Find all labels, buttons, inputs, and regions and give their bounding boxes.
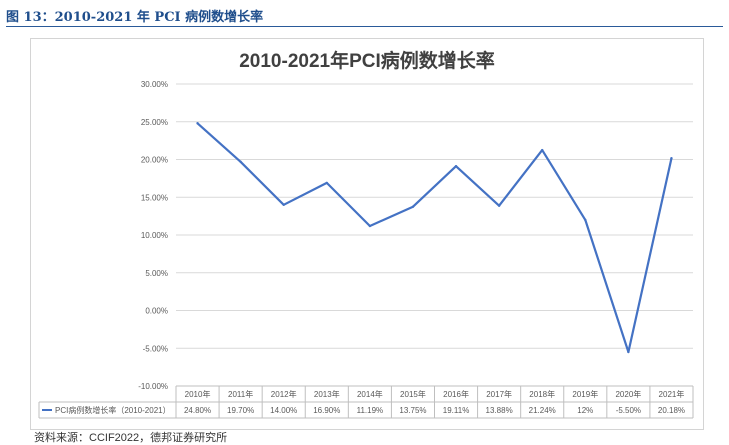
y-tick-label: 5.00% [145,269,168,278]
chart-frame: 2010-2021年PCI病例数增长率 -10.00% -5.00% 0.00% 5.… [30,38,704,430]
x-category-label: 2015年 [400,389,426,399]
data-point [627,350,630,354]
line-chart: 2010-2021年PCI病例数增长率 -10.00% -5.00% 0.00% 5.… [38,49,694,419]
series-line [196,122,673,354]
x-category-label: 2016年 [443,389,469,399]
y-tick-label: 15.00% [141,193,168,202]
y-tick-label: 0.00% [145,307,168,316]
data-point [454,165,458,168]
data-point [497,204,501,207]
data-label: 14.00% [270,406,297,415]
source-note: 资料来源：CCIF2022，德邦证券研究所 [34,432,228,444]
gridlines [176,83,693,387]
data-point [325,181,328,185]
data-label: 13.75% [399,406,426,415]
data-point [282,203,285,206]
data-label: 24.80% [184,406,211,415]
x-category-label: 2021年 [659,389,685,399]
x-category-label: 2013年 [314,389,340,399]
data-label: 16.90% [313,406,340,415]
data-label: 19.70% [227,406,254,415]
y-axis-ticks: -10.00% -5.00% 0.00% 5.00% 10.00% 15.00% 20.00… [138,80,168,391]
figure-caption: 图 13：2010-2021 年 PCI 病例数增长率 [6,10,264,25]
x-category-label: 2020年 [615,389,641,399]
caption-rule [6,26,723,27]
series-name: PCI病例数增长率（2010-2021） [55,405,171,415]
data-point [239,160,242,163]
series-line-layer [196,122,673,354]
data-label: -5.50% [616,406,641,415]
y-tick-label: 20.00% [141,156,168,165]
x-category-label: 2014年 [357,389,383,399]
data-label: 20.18% [658,406,685,415]
y-tick-label: 30.00% [141,80,168,89]
data-label: 13.88% [486,406,513,415]
data-label: 19.11% [443,406,470,415]
x-category-label: 2018年 [529,389,555,399]
chart-title: 2010-2021年PCI病例数增长率 [239,49,495,72]
data-point [368,224,372,228]
y-tick-label: -5.00% [143,344,168,353]
x-category-label: 2011年 [228,389,253,399]
data-point [670,156,673,160]
x-category-label: 2017年 [486,389,512,399]
data-point [584,218,587,222]
data-label: 11.19% [357,406,384,415]
data-label: 12% [577,406,593,415]
x-category-label: 2019年 [572,389,598,399]
y-tick-label: 10.00% [141,231,168,240]
x-category-label: 2012年 [271,389,297,399]
data-table: 2010年 24.80% 2011年 19.70% 2012年 14.00% 2013年 16… [38,385,694,419]
data-point [541,148,544,152]
data-point [411,205,415,208]
y-tick-label: 25.00% [141,118,168,127]
x-category-label: 2010年 [185,389,211,399]
data-point [196,122,199,125]
y-tick-label: -10.00% [138,382,168,391]
data-label: 21.24% [529,406,556,415]
